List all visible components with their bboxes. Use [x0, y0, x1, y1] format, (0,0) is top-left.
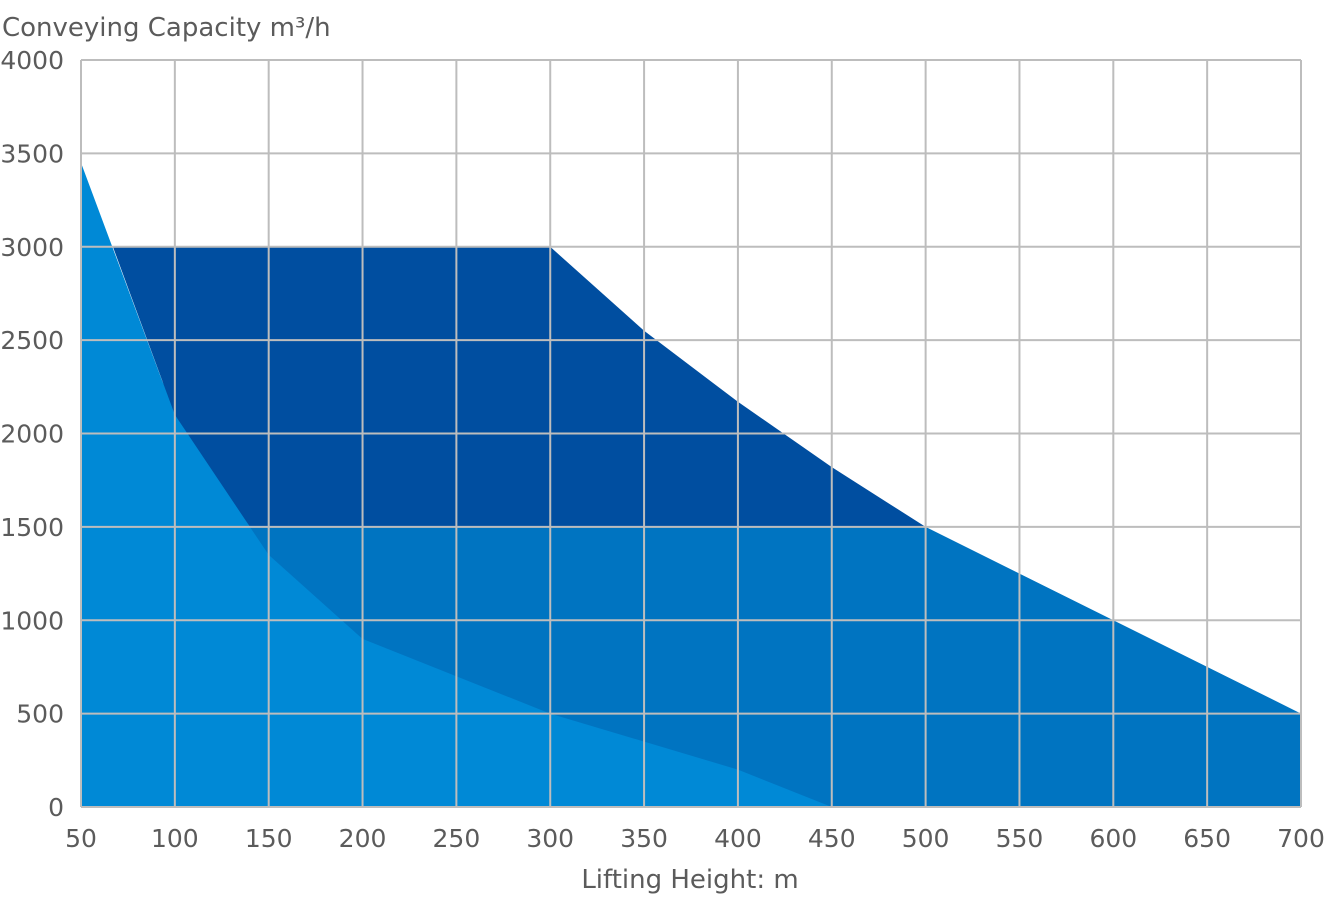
x-tick-label: 700 — [1277, 824, 1325, 853]
x-tick-label: 300 — [526, 824, 574, 853]
x-axis-title: Lifting Height: m — [581, 865, 798, 895]
x-tick-label: 450 — [808, 824, 856, 853]
chart-grid — [80, 59, 1302, 808]
x-tick-label: 650 — [1183, 824, 1231, 853]
x-tick-label: 600 — [1089, 824, 1137, 853]
x-tick-label: 500 — [902, 824, 950, 853]
x-tick-label: 50 — [65, 824, 97, 853]
x-tick-label: 400 — [714, 824, 762, 853]
x-tick-label: 250 — [433, 824, 481, 853]
x-tick-label: 200 — [339, 824, 387, 853]
area-series-2 — [112, 246, 926, 527]
y-tick-label: 3500 — [0, 139, 64, 168]
x-tick-labels: 50 100 150 200 250 300 350 400 450 500 550 600 650 70… — [65, 824, 1325, 853]
y-tick-labels: 0 500 1000 1500 2000 2500 3000 3500 4000 — [0, 46, 64, 822]
x-tick-label: 150 — [245, 824, 293, 853]
y-tick-label: 2000 — [0, 420, 64, 449]
y-tick-label: 4000 — [0, 46, 64, 75]
y-tick-label: 500 — [16, 700, 64, 729]
y-axis-title: Conveying Capacity m³/h — [2, 13, 331, 43]
y-tick-label: 0 — [48, 793, 64, 822]
y-tick-label: 1500 — [0, 513, 64, 542]
x-tick-label: 550 — [996, 824, 1044, 853]
x-tick-label: 350 — [620, 824, 668, 853]
y-tick-label: 2500 — [0, 326, 64, 355]
chart-areas — [81, 162, 1301, 808]
x-tick-label: 100 — [151, 824, 199, 853]
y-tick-label: 3000 — [0, 233, 64, 262]
y-tick-label: 1000 — [0, 606, 64, 635]
